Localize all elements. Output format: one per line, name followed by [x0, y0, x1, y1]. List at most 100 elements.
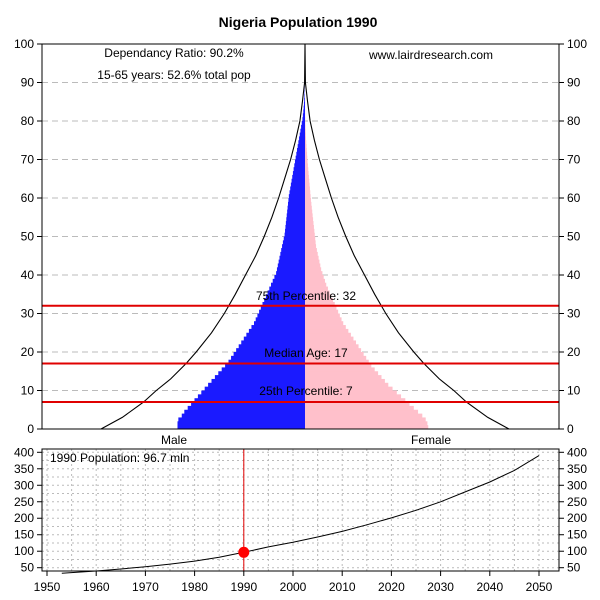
male-bar-age-80	[302, 117, 305, 122]
female-bar-age-3	[305, 413, 423, 418]
female-bar-age-46	[305, 248, 317, 253]
trend-x-label-2050: 2050	[526, 580, 553, 594]
trend-left-label-50: 50	[21, 561, 35, 575]
female-bar-age-44	[305, 255, 319, 260]
female-bar-age-27	[305, 321, 344, 326]
left-tick-label-100: 100	[14, 37, 34, 51]
trend-x-axis: 1950 1960 1970 1980 1990 2000 2010 2020 2030 2040…	[34, 571, 553, 594]
trend-right-label-200: 200	[567, 511, 587, 525]
right-tick-label-30: 30	[567, 307, 581, 321]
male-bar-age-6	[191, 402, 305, 407]
female-bar-age-23	[305, 336, 354, 341]
female-bar-age-63	[305, 182, 310, 187]
male-bar-age-36	[269, 286, 305, 291]
dependency-ratio-label: Dependancy Ratio: 90.2%	[104, 46, 244, 60]
male-bar-age-76	[299, 132, 305, 137]
female-bar-age-10	[305, 386, 393, 391]
left-tick-label-70: 70	[21, 153, 35, 167]
female-bar-age-53	[305, 221, 314, 226]
left-tick-label-20: 20	[21, 345, 35, 359]
trend-x-label-2020: 2020	[378, 580, 405, 594]
right-tick-label-20: 20	[567, 345, 581, 359]
male-bar-age-66	[292, 171, 305, 176]
male-bar-age-55	[286, 213, 305, 218]
male-bar-age-32	[262, 301, 305, 307]
pyramid-bars	[177, 82, 429, 430]
left-tick-label-50: 50	[21, 230, 35, 244]
female-bar-age-4	[305, 409, 419, 414]
male-bar-age-45	[280, 251, 305, 257]
left-tick-label-30: 30	[21, 307, 35, 321]
male-bar-age-25	[248, 328, 305, 334]
female-bar-age-72	[305, 147, 307, 153]
male-bar-age-84	[303, 101, 305, 106]
male-bar-age-63	[290, 182, 305, 187]
left-tick-label-60: 60	[21, 191, 35, 205]
male-bar-age-54	[286, 217, 305, 222]
female-bar-age-65	[305, 174, 309, 180]
male-bar-age-5	[187, 405, 305, 411]
trend-left-label-300: 300	[14, 478, 34, 492]
male-bar-age-51	[285, 228, 305, 234]
female-bar-age-50	[305, 232, 315, 237]
male-bar-age-1	[177, 421, 305, 426]
median-label: Median Age: 17	[264, 346, 348, 360]
female-bar-age-18	[305, 355, 367, 361]
female-bar-age-48	[305, 240, 316, 245]
trend-x-label-2010: 2010	[329, 580, 356, 594]
female-bar-age-70	[305, 155, 308, 160]
trend-x-label-1970: 1970	[132, 580, 159, 594]
male-bar-age-81	[302, 113, 305, 118]
female-bar-age-39	[305, 275, 324, 280]
female-bar-age-1	[305, 421, 428, 426]
female-bar-age-29	[305, 313, 340, 318]
male-bar-age-68	[294, 163, 305, 168]
trend-right-label-350: 350	[567, 462, 587, 476]
female-bar-age-66	[305, 171, 309, 176]
male-bar-age-29	[257, 313, 305, 318]
female-bar-age-68	[305, 163, 308, 168]
right-tick-label-90: 90	[567, 76, 581, 90]
trend-right-label-50: 50	[567, 561, 581, 575]
female-bar-age-38	[305, 278, 325, 284]
male-bar-age-77	[300, 128, 305, 133]
female-bar-age-59	[305, 198, 311, 203]
female-bar-age-8	[305, 394, 402, 399]
female-bar-age-61	[305, 190, 311, 195]
female-label: Female	[411, 433, 451, 447]
male-bar-age-78	[301, 124, 305, 130]
pyramid-gridlines	[42, 82, 559, 391]
source-label: www.lairdresearch.com	[368, 48, 493, 62]
working-age-label: 15-65 years: 52.6% total pop	[97, 68, 251, 82]
trend-right-label-250: 250	[567, 495, 587, 509]
left-tick-label-10: 10	[21, 384, 35, 398]
male-bar-age-86	[304, 94, 305, 99]
female-bar-age-42	[305, 263, 321, 268]
male-bar-age-13	[214, 375, 305, 380]
female-bar-age-40	[305, 271, 323, 276]
female-bar-age-26	[305, 325, 346, 330]
trend-gridlines	[42, 449, 559, 571]
trend-x-label-2030: 2030	[427, 580, 454, 594]
male-bar-age-83	[303, 105, 305, 110]
male-bar-age-70	[295, 155, 305, 160]
female-bar-age-2	[305, 417, 426, 422]
male-bar-age-15	[221, 367, 305, 372]
male-bar-age-7	[194, 398, 305, 403]
male-bar-age-42	[277, 263, 305, 268]
female-bar-age-17	[305, 359, 369, 364]
male-bar-age-37	[271, 282, 305, 287]
trend-x-label-1950: 1950	[34, 580, 61, 594]
female-bar-age-30	[305, 309, 339, 314]
trend-x-label-1990: 1990	[230, 580, 257, 594]
trend-left-label-150: 150	[14, 528, 34, 542]
female-bar-age-6	[305, 402, 410, 407]
right-tick-label-0: 0	[567, 422, 574, 436]
right-tick-label-10: 10	[567, 384, 581, 398]
female-bar-age-76	[305, 132, 306, 137]
female-bar-age-60	[305, 194, 311, 199]
male-bar-age-34	[265, 294, 305, 299]
female-bar-age-25	[305, 328, 349, 334]
right-tick-label-40: 40	[567, 268, 581, 282]
male-bar-age-16	[225, 363, 305, 368]
